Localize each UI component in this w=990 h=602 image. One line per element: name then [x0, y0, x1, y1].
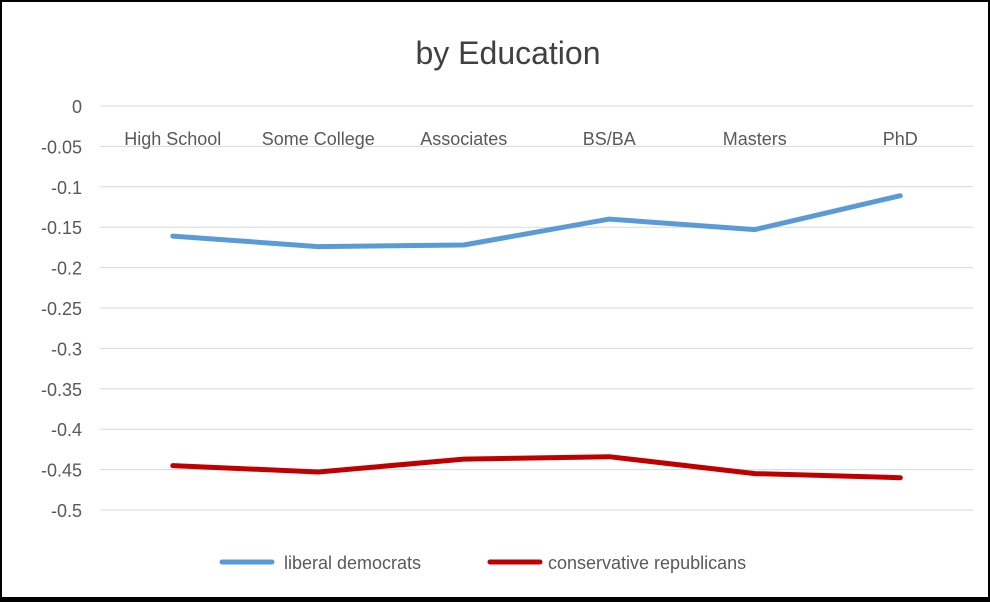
x-tick-label: High School: [124, 129, 221, 149]
series-line-1: [173, 196, 901, 247]
y-tick-label: 0: [72, 97, 82, 117]
y-tick-label: -0.05: [41, 137, 82, 157]
y-axis-tick-labels: 0 -0.05 -0.1 -0.15 -0.2 -0.25 -0.3 -0.35 -0.4 -0.…: [41, 97, 82, 521]
y-tick-label: -0.25: [41, 299, 82, 319]
x-tick-label: Masters: [723, 129, 787, 149]
y-tick-label: -0.45: [41, 461, 82, 481]
x-tick-label: Associates: [420, 129, 507, 149]
series-lines: [173, 196, 901, 478]
y-tick-label: -0.35: [41, 380, 82, 400]
x-tick-label: PhD: [883, 129, 918, 149]
y-tick-label: -0.3: [51, 339, 82, 359]
series-line-2: [173, 457, 901, 478]
x-tick-label: Some College: [262, 129, 375, 149]
y-tick-label: -0.1: [51, 178, 82, 198]
gridlines: [100, 106, 973, 510]
legend-label: liberal democrats: [284, 553, 421, 573]
legend: liberal democrats conservative republican…: [222, 553, 746, 573]
y-tick-label: -0.4: [51, 420, 82, 440]
legend-label: conservative republicans: [548, 553, 746, 573]
chart-title: by Education: [415, 35, 600, 71]
y-tick-label: -0.15: [41, 218, 82, 238]
x-tick-label: BS/BA: [583, 129, 636, 149]
y-tick-label: -0.2: [51, 259, 82, 279]
y-tick-label: -0.5: [51, 501, 82, 521]
